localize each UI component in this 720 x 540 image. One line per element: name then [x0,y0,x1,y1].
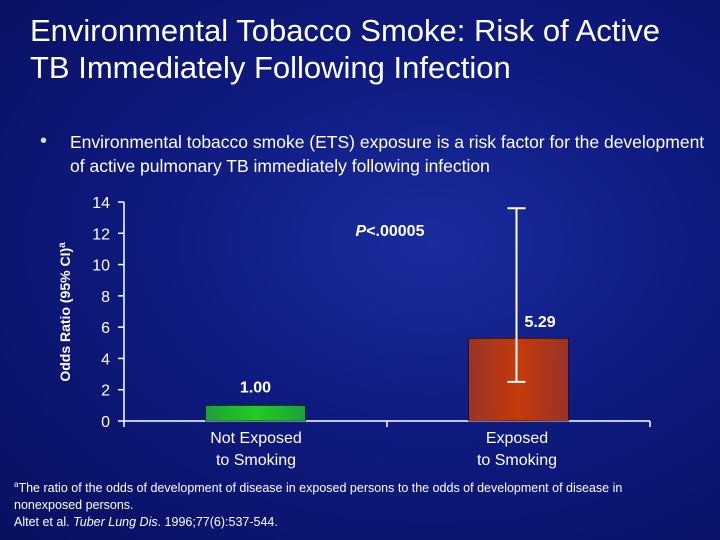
y-tick-label: 0 [101,414,110,431]
category-label-exposed: Exposed to Smoking [476,430,558,469]
footnote: aThe ratio of the odds of development of… [14,476,674,531]
y-tick-label: 14 [92,195,110,212]
bullet-dot-icon: • [40,130,48,152]
citation-details: . 1996;77(6):537-544. [157,515,278,530]
value-label-0: 1.00 [240,379,271,396]
bar-0 [205,405,306,422]
footnote-marker: a [14,480,19,489]
y-tick-label: 10 [92,258,110,275]
value-label-1: 5.29 [525,314,556,331]
y-tick-label: 6 [101,320,110,337]
y-tick-label: 2 [101,383,110,400]
chart-bars [205,337,569,422]
slide-title: Environmental Tobacco Smoke: Risk of Act… [30,13,661,85]
footnote-definition: The ratio of the odds of development of … [14,481,623,513]
y-axis-title: Odds Ratio (95% CI)a [57,242,74,382]
error-bars [507,207,526,383]
citation-journal: Tuber Lung Dis [73,515,158,530]
bar-1 [468,337,569,422]
citation-authors: Altet et al. [14,515,74,530]
y-axis-ticks: 0 2 4 6 8 10 12 14 [92,195,124,431]
y-tick-label: 4 [101,351,110,368]
y-tick-label: 8 [101,289,110,306]
y-tick-label: 12 [92,226,110,243]
bullet-text: Environmental tobacco smoke (ETS) exposu… [70,132,705,176]
p-value-annotation: P<.00005 [356,223,425,240]
value-labels: 1.00 5.29 [240,314,556,396]
category-label-not-exposed: Not Exposed to Smoking [210,430,302,469]
